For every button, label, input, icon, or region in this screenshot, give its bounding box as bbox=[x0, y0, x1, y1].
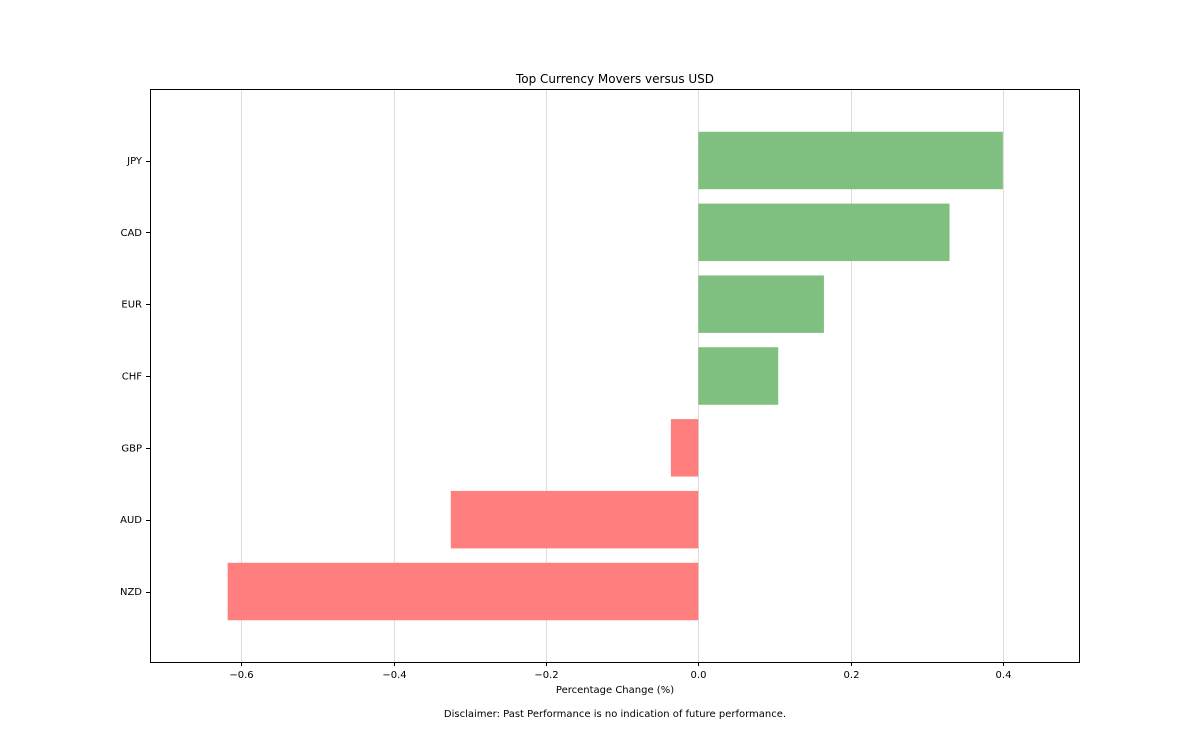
bar-eur bbox=[698, 275, 824, 333]
x-axis-ticks: −0.6 −0.4 −0.2 0.0 0.2 0.4 bbox=[229, 662, 1011, 681]
bar-chf bbox=[698, 347, 779, 405]
y-axis-ticks: JPY CAD EUR CHF GBP AUD NZD bbox=[120, 156, 150, 598]
y-tick-label-cad: CAD bbox=[120, 228, 142, 239]
x-tick-label: −0.2 bbox=[534, 670, 558, 681]
y-tick-label-eur: EUR bbox=[121, 300, 142, 311]
bar-gbp bbox=[670, 419, 699, 477]
plot-frame bbox=[150, 89, 1080, 663]
bar-aud bbox=[450, 490, 699, 549]
x-tick-label: 0.2 bbox=[844, 670, 860, 681]
x-tick-label: −0.4 bbox=[382, 670, 406, 681]
chart-title: Top Currency Movers versus USD bbox=[515, 72, 714, 86]
y-tick-label-jpy: JPY bbox=[126, 156, 143, 167]
y-tick-label-gbp: GBP bbox=[121, 443, 142, 454]
bar-nzd bbox=[227, 562, 699, 621]
bar-cad bbox=[698, 203, 950, 262]
disclaimer-text: Disclaimer: Past Performance is no indic… bbox=[444, 709, 786, 720]
x-axis-label: Percentage Change (%) bbox=[556, 685, 674, 696]
y-tick-label-chf: CHF bbox=[122, 372, 143, 383]
x-tick-label: −0.6 bbox=[229, 670, 253, 681]
y-tick-label-aud: AUD bbox=[120, 515, 142, 526]
x-tick-label: 0.0 bbox=[691, 670, 707, 681]
x-tick-label: 0.4 bbox=[996, 670, 1012, 681]
bar-jpy bbox=[698, 131, 1003, 190]
bars bbox=[227, 131, 1003, 621]
y-tick-label-nzd: NZD bbox=[120, 587, 142, 598]
